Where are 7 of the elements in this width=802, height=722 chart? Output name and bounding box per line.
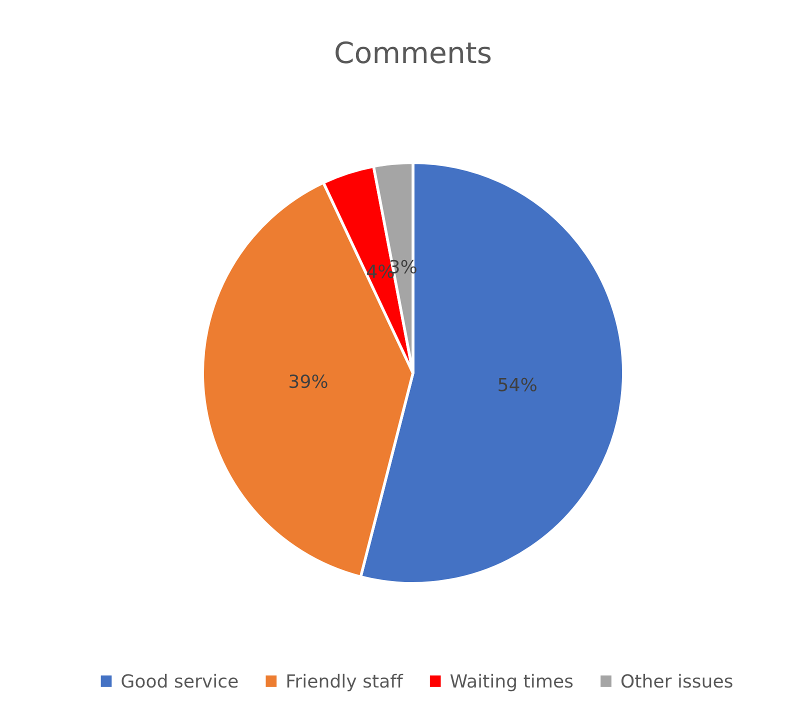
chart-title: Comments	[336, 41, 491, 64]
legend-label: Good service	[122, 674, 238, 688]
legend-label: Friendly staff	[287, 674, 404, 692]
data-label: 39%	[290, 374, 328, 388]
legend-label: Waiting times	[450, 674, 573, 692]
legend-label: Other issues	[621, 674, 732, 688]
data-label: 54%	[498, 378, 536, 392]
